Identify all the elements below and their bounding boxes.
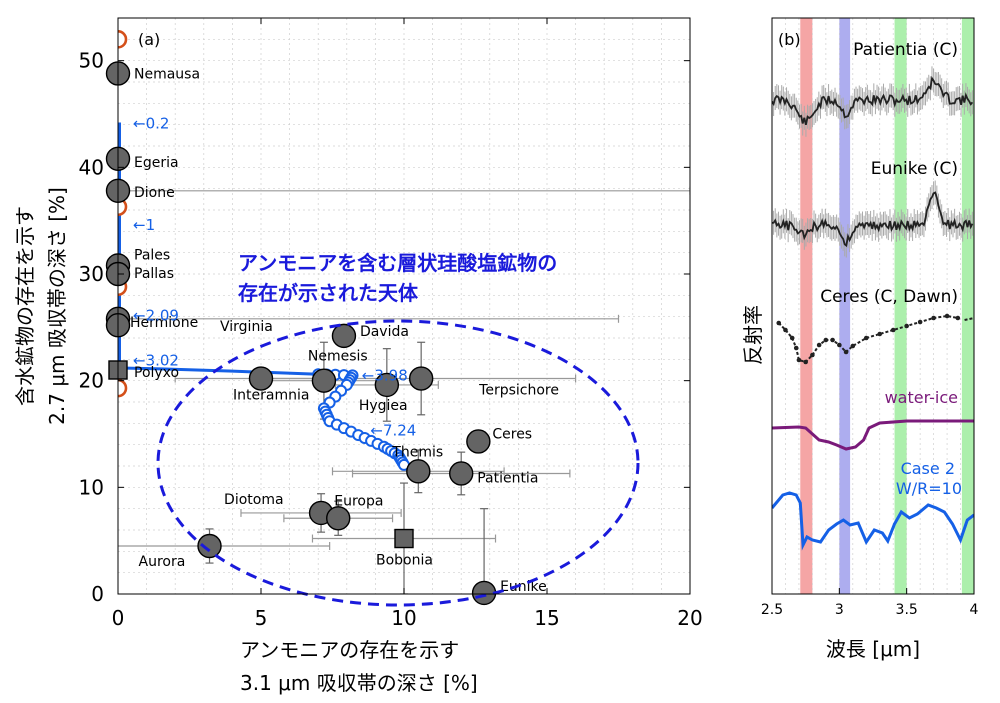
panel-a: Nemausa Egeria Dione Pales Pallas Hermione Pol… <box>13 17 703 695</box>
asteroid-label: Terpsichore <box>478 383 559 399</box>
spectrum-label-case2: Case 2 <box>901 459 955 478</box>
y-tick-label: 30 <box>79 262 104 286</box>
asteroid-label: Europa <box>334 493 383 509</box>
asteroid-point-square <box>394 528 414 549</box>
spectrum-label-water-ice: water-ice <box>885 388 958 407</box>
asteroid-label: Aurora <box>139 554 186 570</box>
asteroid-point <box>331 323 357 349</box>
asteroid-point <box>374 372 400 398</box>
asteroid-label: Virginia <box>220 319 273 335</box>
x-tick-label: 10 <box>391 606 416 630</box>
asteroid-points <box>105 61 497 606</box>
red-open-circle <box>118 30 128 49</box>
x-tick-label: 5 <box>255 606 268 630</box>
y-tick-label: 20 <box>79 369 104 393</box>
model-curve-label: ←2.09 <box>133 307 179 325</box>
eunike-spectrum-line <box>772 191 974 248</box>
model-curve-label: ←3.98 <box>362 366 408 384</box>
asteroid-label: Ceres <box>492 426 532 442</box>
wavelength-bands <box>800 18 974 594</box>
model-curve <box>118 30 410 471</box>
wavelength-band <box>800 18 813 594</box>
asteroid-point <box>406 459 431 484</box>
y-tick-label: 0 <box>91 582 104 606</box>
spectrum-label-patientia: Patientia (C) <box>853 40 958 60</box>
asteroid-label: Nemausa <box>134 66 200 82</box>
ceres-line-tail <box>964 317 974 321</box>
panel-b-ylabel: 反射率 <box>741 305 765 365</box>
panel-a-ylabel-line1: 含水鉱物の存在を示す <box>13 206 37 406</box>
wavelength-band <box>894 18 907 594</box>
model-curve-label: ←1 <box>133 216 155 234</box>
asteroid-label: Interamnia <box>233 388 309 404</box>
x-tick-label: 15 <box>534 606 559 630</box>
annotation-line2: 存在が示された天体 <box>238 281 419 305</box>
y-tick-label: 40 <box>79 155 104 179</box>
asteroid-label: Themis <box>391 444 443 460</box>
patientia-spectrum-line <box>772 75 974 126</box>
spectrum-label-wr: W/R=10 <box>896 479 962 498</box>
asteroid-label: Dione <box>134 185 175 201</box>
asteroid-label: Pales <box>134 247 170 263</box>
ammonia-ellipse <box>156 319 640 607</box>
asteroid-label: Egeria <box>134 155 179 171</box>
model-curve-labels: ←0.2 ←1 ←2.09 ←3.02 ←3.98 ←7.24 <box>133 115 416 440</box>
asteroid-point <box>248 366 274 391</box>
panel-b-ticks: 2.5 3 3.5 4 <box>761 588 979 618</box>
panel-b-axes-box <box>771 17 975 595</box>
x-tick-label: 3 <box>835 602 844 618</box>
spectrum-label-eunike: Eunike (C) <box>871 159 958 179</box>
asteroid-point <box>197 533 222 559</box>
asteroid-label: Nemesis <box>308 349 368 365</box>
asteroid-label: Polyxo <box>134 365 179 381</box>
panel-a-label: (a) <box>138 30 160 49</box>
wavelength-band <box>839 18 851 594</box>
panel-b: 2.5 3 3.5 4 (b) Patientia (C) Eunike (C) Ce… <box>741 17 979 661</box>
annotation-line1: アンモニアを含む層状珪酸塩鉱物の <box>238 251 557 275</box>
panel-b-xlabel: 波長 [μm] <box>826 637 920 661</box>
panel-a-ticks: 0 5 10 15 20 0 10 20 30 40 50 <box>79 18 703 630</box>
panel-a-grid <box>118 18 690 594</box>
x-tick-label: 0 <box>112 606 125 630</box>
model-curve-label: ←3.02 <box>133 351 179 369</box>
case2-line <box>772 491 974 551</box>
panel-a-xlabel-line2: 3.1 μm 吸収帯の深さ [%] <box>240 671 478 695</box>
asteroid-point <box>311 368 337 393</box>
spectrum-label-ceres: Ceres (C, Dawn) <box>820 287 958 307</box>
asteroid-label: Eunike <box>500 579 547 595</box>
asteroid-label: Hygiea <box>359 398 408 414</box>
asteroid-label: Diotoma <box>224 492 284 508</box>
asteroid-label: Pallas <box>134 266 174 282</box>
asteroid-label: Bobonia <box>376 553 433 569</box>
asteroid-point <box>471 580 497 606</box>
ceres-point <box>955 315 961 321</box>
wavelength-band <box>961 18 974 594</box>
ceres-line <box>777 314 958 364</box>
panel-a-xlabel-line1: アンモニアの存在を示す <box>240 638 459 662</box>
asteroid-label: Hermione <box>130 315 198 331</box>
model-curve-label: ←7.24 <box>370 422 416 440</box>
y-tick-label: 50 <box>79 49 104 73</box>
red-open-circle <box>118 378 128 398</box>
x-tick-label: 3.5 <box>896 602 918 618</box>
asteroid-point <box>466 429 491 454</box>
asteroid-point <box>326 506 351 531</box>
spectra <box>772 66 974 551</box>
y-tick-label: 10 <box>79 475 104 499</box>
asteroid-label: Patientia <box>477 470 538 486</box>
panel-a-ylabel-line2: 2.7 μm 吸収帯の深さ [%] <box>45 187 69 425</box>
panel-b-label: (b) <box>778 30 801 49</box>
model-curve-label: ←0.2 <box>133 115 169 133</box>
x-tick-label: 2.5 <box>761 602 783 618</box>
asteroid-labels: Nemausa Egeria Dione Pales Pallas Hermione Pol… <box>130 66 559 594</box>
asteroid-point <box>408 366 434 391</box>
x-tick-label: 20 <box>677 606 702 630</box>
water-ice-line <box>772 419 974 451</box>
asteroid-point <box>449 461 474 486</box>
x-tick-label: 4 <box>970 602 979 618</box>
panel-b-grid <box>785 18 961 594</box>
asteroid-label: Davida <box>360 324 409 340</box>
